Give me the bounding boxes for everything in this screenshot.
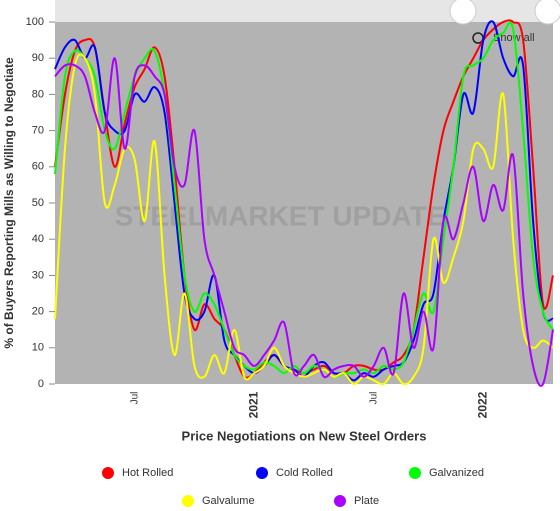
x-tick-label: 2021 (246, 391, 260, 418)
legend-label[interactable]: Hot Rolled (122, 467, 173, 479)
y-tick-label: 40 (32, 233, 44, 245)
y-axis-label: % of Buyers Reporting Mills as Willing t… (2, 57, 16, 349)
y-tick-label: 70 (32, 125, 44, 137)
plot-area (55, 22, 553, 384)
legend-label[interactable]: Plate (354, 495, 379, 507)
series-line (54, 57, 554, 387)
legend-marker[interactable] (256, 467, 268, 479)
range-handle[interactable] (449, 0, 477, 25)
x-tick-label: 2022 (475, 391, 489, 418)
watermark: STEELMARKET UPDATE (115, 200, 446, 231)
series-line (54, 53, 554, 386)
navigator[interactable] (55, 0, 555, 22)
y-tick-label: 90 (32, 52, 44, 64)
legend-label[interactable]: Galvalume (202, 495, 255, 507)
y-tick-label: 30 (32, 269, 44, 281)
y-tick-label: 60 (32, 161, 44, 173)
legend-label[interactable]: Galvanized (429, 467, 484, 479)
y-tick-label: 20 (32, 306, 44, 318)
chart-title: Price Negotiations on New Steel Orders (182, 428, 427, 443)
legend-label[interactable]: Cold Rolled (276, 467, 333, 479)
y-tick-label: 10 (32, 342, 44, 354)
y-tick-label: 80 (32, 88, 44, 100)
legend-marker[interactable] (409, 467, 421, 479)
x-tick-label: Jul (129, 392, 140, 405)
y-tick-label: 0 (38, 378, 44, 390)
legend-marker[interactable] (102, 467, 114, 479)
legend-marker[interactable] (334, 495, 346, 507)
x-tick-label: Jul (368, 392, 379, 405)
legend-marker[interactable] (182, 495, 194, 507)
range-handle[interactable] (534, 0, 560, 25)
y-tick-label: 50 (32, 197, 44, 209)
y-tick-label: 100 (26, 16, 44, 28)
